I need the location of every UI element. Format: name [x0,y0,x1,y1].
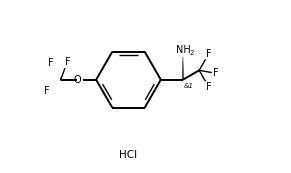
Text: NH: NH [175,45,190,55]
Text: F: F [49,58,54,68]
Text: F: F [44,86,49,96]
Text: F: F [206,49,212,59]
Text: F: F [213,67,218,78]
Text: &1: &1 [184,83,194,89]
Text: HCl: HCl [119,150,138,160]
Text: F: F [65,57,71,67]
Text: O: O [73,75,81,85]
Text: 2: 2 [189,50,194,56]
Text: F: F [206,82,212,92]
Polygon shape [182,57,183,80]
